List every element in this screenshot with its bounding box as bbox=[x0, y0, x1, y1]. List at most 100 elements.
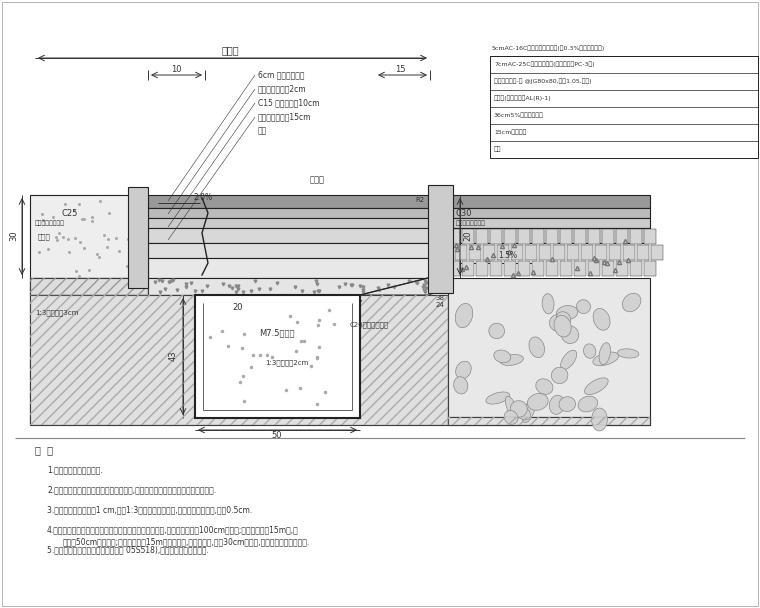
Ellipse shape bbox=[599, 343, 610, 365]
Ellipse shape bbox=[511, 401, 527, 417]
Bar bbox=[546, 261, 558, 276]
Bar bbox=[448, 218, 650, 228]
Ellipse shape bbox=[552, 367, 568, 384]
Bar bbox=[448, 417, 650, 425]
Text: 36cm5%水稳级配碎石: 36cm5%水稳级配碎石 bbox=[494, 112, 544, 118]
Bar bbox=[560, 229, 572, 244]
Bar bbox=[483, 245, 495, 260]
Text: C20素混凝土外壳: C20素混凝土外壳 bbox=[350, 322, 389, 328]
Bar bbox=[448, 228, 650, 243]
Bar bbox=[448, 417, 650, 425]
Text: 路基: 路基 bbox=[258, 126, 268, 136]
Text: 路基: 路基 bbox=[494, 146, 502, 152]
Ellipse shape bbox=[577, 300, 591, 314]
Bar bbox=[148, 278, 430, 295]
Bar bbox=[448, 229, 460, 244]
Bar bbox=[644, 229, 656, 244]
Text: 4.两缘石施工应根据施工图确定平面位置和设点标高摆线,摆线直线段采用100cm间隔石;曲线半径大于15m时,一: 4.两缘石施工应根据施工图确定平面位置和设点标高摆线,摆线直线段采用100cm间… bbox=[47, 525, 299, 534]
Text: M7.5浆砌石: M7.5浆砌石 bbox=[259, 328, 295, 337]
Text: 透水砖(透水性素材AL(R)-1): 透水砖(透水性素材AL(R)-1) bbox=[494, 95, 552, 101]
Text: 1:3水泥砂浆2cm: 1:3水泥砂浆2cm bbox=[265, 360, 309, 366]
Polygon shape bbox=[30, 278, 148, 295]
Bar bbox=[595, 245, 607, 260]
Bar bbox=[532, 229, 544, 244]
Bar bbox=[588, 261, 600, 276]
Bar bbox=[525, 245, 537, 260]
Ellipse shape bbox=[454, 377, 468, 394]
Bar bbox=[148, 258, 430, 278]
Ellipse shape bbox=[561, 350, 577, 370]
Bar bbox=[455, 245, 467, 260]
Text: 20: 20 bbox=[233, 303, 243, 311]
Text: 10: 10 bbox=[171, 66, 181, 75]
Ellipse shape bbox=[542, 294, 554, 314]
Text: 3.两侧路缘石之间缝宽1 cm,采用1:3水泥砂浆灌缝填塞,制石与缝填为间缝,宽度0.5cm.: 3.两侧路缘石之间缝宽1 cm,采用1:3水泥砂浆灌缝填塞,制石与缝填为间缝,宽… bbox=[47, 505, 252, 514]
Ellipse shape bbox=[584, 378, 608, 395]
Bar bbox=[616, 229, 628, 244]
Text: 20: 20 bbox=[464, 231, 473, 241]
Text: 1:3水泥砂浆3cm: 1:3水泥砂浆3cm bbox=[35, 309, 78, 316]
Text: C15 素混凝土厚10cm: C15 素混凝土厚10cm bbox=[258, 98, 319, 108]
Ellipse shape bbox=[455, 303, 473, 328]
Text: 38: 38 bbox=[435, 295, 445, 301]
Ellipse shape bbox=[584, 344, 596, 358]
Ellipse shape bbox=[591, 408, 607, 431]
Ellipse shape bbox=[527, 393, 548, 410]
Text: 50: 50 bbox=[272, 432, 282, 441]
Text: 1.5%: 1.5% bbox=[499, 252, 518, 260]
Bar bbox=[609, 245, 621, 260]
Bar bbox=[630, 229, 642, 244]
Bar bbox=[560, 261, 572, 276]
Bar bbox=[602, 229, 614, 244]
Bar bbox=[490, 261, 502, 276]
Text: 43: 43 bbox=[169, 351, 178, 361]
Text: 5.雨水口大样祥见国家建筑标准图集 05S518),平面布置详见雨水计图.: 5.雨水口大样祥见国家建筑标准图集 05S518),平面布置详见雨水计图. bbox=[47, 545, 209, 554]
Ellipse shape bbox=[529, 337, 544, 358]
Text: 人行道: 人行道 bbox=[309, 176, 325, 184]
Ellipse shape bbox=[504, 410, 518, 424]
Polygon shape bbox=[128, 187, 148, 288]
Ellipse shape bbox=[522, 399, 536, 423]
Polygon shape bbox=[30, 195, 148, 278]
Bar bbox=[567, 245, 579, 260]
Text: 15: 15 bbox=[394, 66, 405, 75]
Ellipse shape bbox=[593, 352, 619, 365]
Bar bbox=[448, 208, 650, 218]
Text: 预制阿形石板侧石: 预制阿形石板侧石 bbox=[35, 220, 65, 226]
Bar bbox=[448, 195, 650, 208]
Bar bbox=[476, 261, 488, 276]
Bar bbox=[518, 229, 530, 244]
Bar bbox=[511, 245, 523, 260]
Text: 30: 30 bbox=[9, 230, 18, 241]
Polygon shape bbox=[360, 278, 430, 295]
Ellipse shape bbox=[486, 392, 510, 404]
Bar bbox=[644, 261, 656, 276]
Bar bbox=[546, 229, 558, 244]
Ellipse shape bbox=[622, 293, 641, 312]
Bar bbox=[462, 261, 474, 276]
Bar bbox=[581, 245, 593, 260]
Ellipse shape bbox=[593, 308, 610, 330]
Bar bbox=[602, 261, 614, 276]
Bar bbox=[30, 295, 448, 425]
Ellipse shape bbox=[536, 379, 553, 395]
Ellipse shape bbox=[554, 316, 572, 337]
Ellipse shape bbox=[494, 350, 511, 363]
Bar bbox=[448, 278, 650, 425]
Ellipse shape bbox=[578, 396, 597, 412]
Ellipse shape bbox=[617, 349, 639, 358]
Ellipse shape bbox=[505, 396, 518, 420]
Bar bbox=[504, 229, 516, 244]
Text: 般采用50cm间隔缘石;曲线半径小于15m成小郑角地,课样径大小,采用30cm的缘石,相邻侧石缝缝必须平整.: 般采用50cm间隔缘石;曲线半径小于15m成小郑角地,课样径大小,采用30cm的… bbox=[63, 537, 310, 547]
Text: 15cm级配碎石: 15cm级配碎石 bbox=[494, 130, 527, 135]
Bar bbox=[490, 229, 502, 244]
Ellipse shape bbox=[559, 396, 575, 412]
Text: R2: R2 bbox=[416, 197, 425, 203]
Bar bbox=[476, 229, 488, 244]
Text: 说  明: 说 明 bbox=[35, 445, 53, 455]
Bar bbox=[539, 245, 551, 260]
Bar bbox=[623, 245, 635, 260]
Text: 黏稠改良乳化-层 @JG80x80,渐增1.05,在心): 黏稠改良乳化-层 @JG80x80,渐增1.05,在心) bbox=[494, 78, 591, 84]
Bar bbox=[148, 195, 430, 208]
Text: 预制阿形石板侧石: 预制阿形石板侧石 bbox=[456, 220, 486, 226]
